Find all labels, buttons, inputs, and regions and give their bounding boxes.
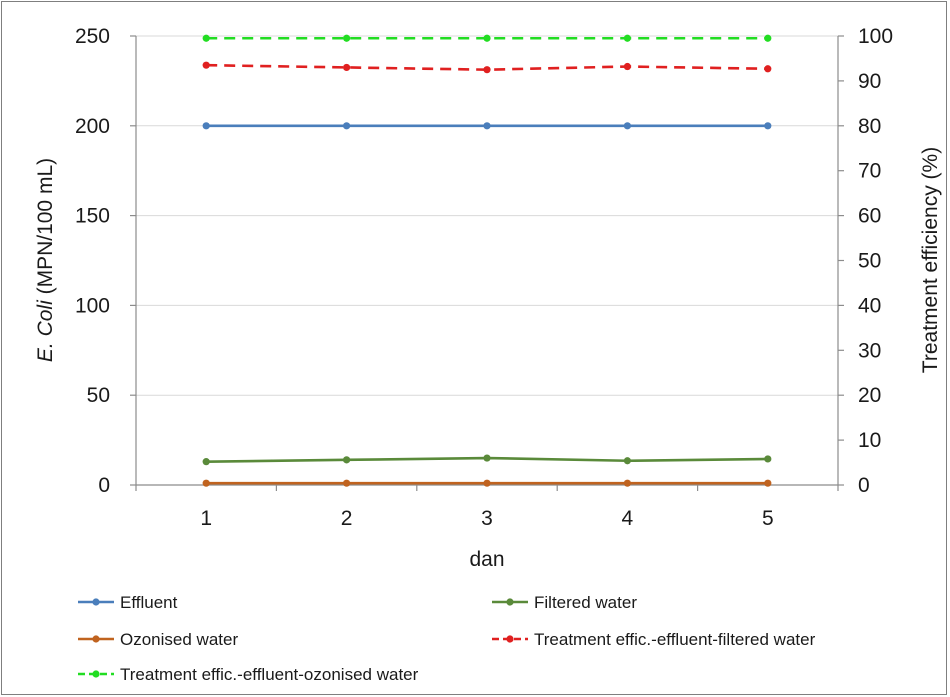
data-point	[623, 34, 632, 42]
gridlines	[136, 35, 838, 396]
data-point	[202, 458, 210, 466]
data-point	[343, 63, 351, 72]
legend: Effluent Filtered water Ozonised water Trea…	[78, 593, 816, 684]
data-point	[202, 61, 210, 69]
data-point	[764, 455, 772, 463]
legend-item: Effluent	[78, 593, 178, 612]
legend-marker	[92, 635, 100, 643]
data-point	[623, 479, 632, 487]
right-tick-label: 100	[858, 25, 893, 48]
right-tick-label: 0	[858, 474, 870, 497]
right-tick-label: 10	[858, 429, 881, 452]
x-tick-label: 4	[622, 507, 634, 530]
legend-item: Treatment effic.-effluent-ozonised water	[78, 665, 419, 684]
y2-axis-title: Treatment efficiency (%)	[919, 147, 942, 373]
x-axis-title: dan	[469, 548, 504, 571]
left-tick-label: 0	[98, 474, 110, 497]
x-tick-label: 1	[200, 507, 212, 530]
right-tick-label: 30	[858, 339, 881, 362]
y-axis-title-italic: E. Coli	[34, 299, 57, 362]
legend-marker	[92, 598, 100, 606]
right-tick-label: 60	[858, 205, 881, 228]
legend-item: Filtered water	[492, 593, 637, 612]
x-tick-label: 2	[341, 507, 353, 530]
series-group	[202, 34, 772, 487]
legend-item: Ozonised water	[78, 630, 238, 649]
data-point	[623, 122, 632, 130]
legend-marker	[506, 635, 514, 643]
left-tick-label: 100	[75, 294, 110, 317]
legend-marker	[506, 598, 514, 606]
data-point	[623, 62, 632, 71]
data-point	[483, 454, 491, 462]
y-axis-title: E. Coli (MPN/100 mL)	[34, 158, 57, 362]
data-point	[483, 479, 491, 487]
data-point	[343, 122, 351, 130]
data-point	[764, 479, 772, 487]
data-point	[483, 34, 491, 42]
data-point	[343, 456, 351, 464]
legend-label: Filtered water	[534, 593, 637, 612]
data-point	[343, 34, 351, 42]
legend-label: Effluent	[120, 593, 178, 612]
right-tick-label: 70	[858, 160, 881, 183]
legend-item: Treatment effic.-effluent-filtered water	[492, 630, 816, 649]
left-tick-label: 50	[87, 384, 110, 407]
data-point	[202, 34, 210, 42]
data-point	[343, 479, 351, 487]
data-point	[202, 122, 210, 130]
data-point	[202, 479, 210, 487]
data-point	[483, 66, 491, 74]
right-tick-label: 40	[858, 294, 881, 317]
x-tick-label: 3	[481, 507, 493, 530]
data-point	[623, 457, 632, 465]
x-axis-ticks: 1 2 3 4 5	[135, 485, 839, 530]
legend-marker	[92, 670, 100, 678]
data-point	[764, 122, 772, 130]
left-tick-label: 250	[75, 25, 110, 48]
right-axis-ticks: 0 10 20 30 40 50 60 70 80 90 100	[838, 25, 893, 497]
axes	[135, 36, 839, 486]
left-tick-label: 200	[75, 115, 110, 138]
right-tick-label: 80	[858, 115, 881, 138]
right-tick-label: 90	[858, 70, 881, 93]
right-tick-label: 50	[858, 250, 881, 273]
data-point	[483, 122, 491, 130]
y-axis-title-rest: (MPN/100 mL)	[34, 158, 57, 300]
data-point	[764, 34, 772, 42]
right-tick-label: 20	[858, 384, 881, 407]
legend-label: Ozonised water	[120, 630, 238, 649]
legend-label: Treatment effic.-effluent-ozonised water	[120, 665, 419, 684]
left-tick-label: 150	[75, 205, 110, 228]
legend-label: Treatment effic.-effluent-filtered water	[534, 630, 816, 649]
left-axis-ticks: 0 50 100 150 200 250	[75, 25, 136, 497]
x-tick-label: 5	[762, 507, 774, 530]
data-point	[764, 65, 772, 73]
